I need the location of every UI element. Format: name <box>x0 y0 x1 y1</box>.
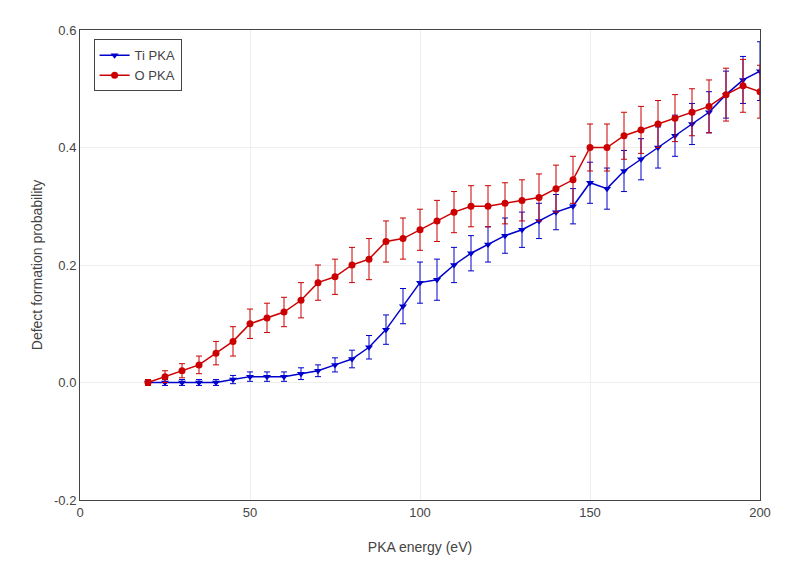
svg-text:0.2: 0.2 <box>58 258 76 273</box>
svg-text:Defect formation probability: Defect formation probability <box>29 180 45 350</box>
svg-text:Ti PKA: Ti PKA <box>135 48 175 63</box>
svg-text:0: 0 <box>76 505 83 520</box>
svg-text:0.4: 0.4 <box>58 140 76 155</box>
svg-text:150: 150 <box>579 505 601 520</box>
svg-text:O PKA: O PKA <box>135 68 175 83</box>
svg-text:200: 200 <box>749 505 771 520</box>
svg-text:50: 50 <box>243 505 257 520</box>
svg-text:PKA energy (eV): PKA energy (eV) <box>368 539 472 555</box>
svg-text:-0.2: -0.2 <box>54 493 76 508</box>
svg-text:0.6: 0.6 <box>58 23 76 38</box>
svg-text:0.0: 0.0 <box>58 375 76 390</box>
svg-text:100: 100 <box>409 505 431 520</box>
